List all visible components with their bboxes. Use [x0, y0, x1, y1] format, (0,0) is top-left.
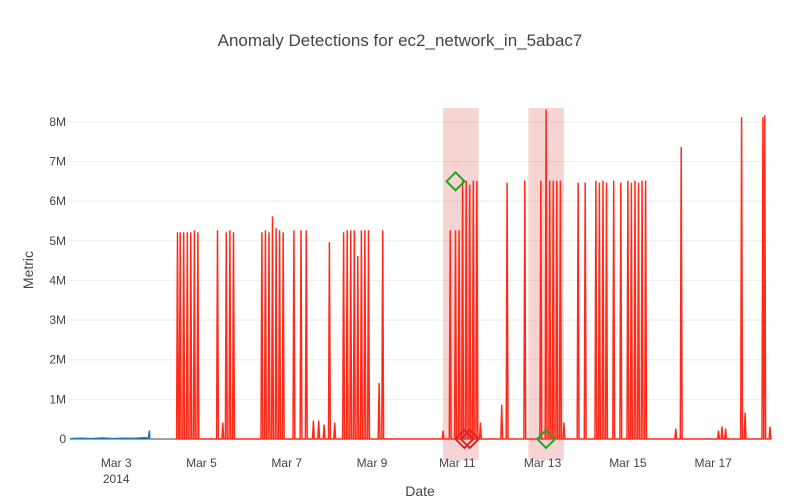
- series-line: [175, 109, 772, 440]
- x-tick-label: Mar 15: [609, 456, 647, 470]
- y-tick-label: 2M: [49, 353, 66, 367]
- x-tick-label: Mar 13: [524, 456, 562, 470]
- series-line: [69, 430, 151, 440]
- y-tick-label: 3M: [49, 313, 66, 327]
- y-axis-ticks: 0 1M 2M 3M 4M 5M 6M 7M 8M: [49, 115, 66, 446]
- series-lines: [69, 109, 772, 440]
- detection-marker: [454, 428, 475, 450]
- detection-marker: [445, 170, 466, 192]
- detection-marker: [459, 428, 481, 450]
- y-tick-label: 6M: [49, 194, 66, 208]
- y-tick-label: 0: [59, 432, 66, 446]
- y-tick-label: 8M: [49, 115, 66, 129]
- x-tick-label: Mar 17: [694, 456, 732, 470]
- x-tick-sublabel: 2014: [103, 472, 130, 486]
- detection-markers: [445, 170, 557, 450]
- x-axis-ticks: Mar 3 2014 Mar 5 Mar 7 Mar 9 Mar 11 Mar 13 Mar …: [101, 456, 732, 486]
- gridlines: [70, 121, 770, 440]
- y-tick-label: 7M: [49, 155, 66, 169]
- x-axis-title: Date: [405, 483, 435, 499]
- y-axis-title: Metric: [20, 251, 36, 289]
- x-tick-label: Mar 7: [271, 456, 302, 470]
- y-tick-label: 1M: [49, 392, 66, 406]
- x-tick-label: Mar 3: [101, 456, 132, 470]
- x-tick-label: Mar 9: [357, 456, 388, 470]
- y-tick-label: 4M: [49, 273, 66, 287]
- chart-title: Anomaly Detections for ec2_network_in_5a…: [218, 31, 583, 50]
- detection-marker: [535, 428, 557, 450]
- x-tick-label: Mar 11: [439, 456, 476, 470]
- y-tick-label: 5M: [49, 234, 66, 248]
- x-tick-label: Mar 5: [186, 456, 217, 470]
